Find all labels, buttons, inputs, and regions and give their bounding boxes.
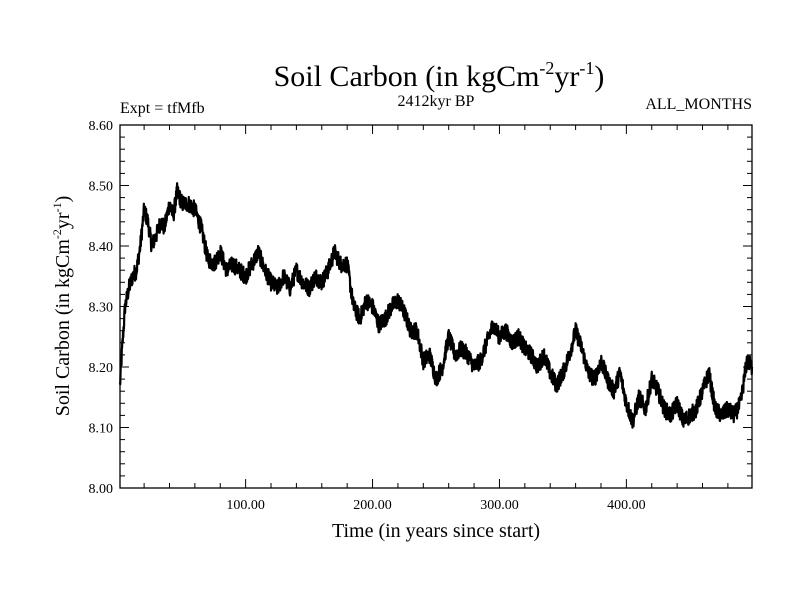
- y-tick-label: 8.50: [89, 180, 114, 195]
- x-tick-label: 300.00: [480, 498, 519, 513]
- y-axis-label-main: Soil Carbon (in kgCm: [52, 239, 74, 417]
- x-tick-marks: [143, 125, 729, 488]
- series-line-soil-carbon: [118, 182, 754, 429]
- y-tick-label: 8.30: [89, 301, 114, 316]
- y-tick-label: 8.40: [89, 240, 114, 255]
- chart-title: Soil Carbon (in kgCm-2yr-1): [274, 58, 605, 93]
- subtitle-left: Expt = tfMfb: [120, 100, 205, 117]
- chart-title-main: Soil Carbon (in kgCm: [274, 60, 540, 93]
- y-axis-label-sup2: -1: [50, 202, 64, 212]
- y-axis-label-end: ): [52, 196, 74, 203]
- y-axis-label-sup1: -2: [50, 229, 64, 239]
- subtitle-right: ALL_MONTHS: [645, 96, 752, 113]
- chart-title-sup2: -1: [579, 58, 594, 78]
- x-tick-labels: 100.00 200.00 300.00 400.00: [226, 498, 645, 513]
- chart-title-sup1: -2: [539, 58, 554, 78]
- x-tick-label: 200.00: [353, 498, 392, 513]
- y-tick-marks: [120, 136, 752, 477]
- subtitle-center: 2412kyr BP: [398, 93, 475, 110]
- x-tick-label: 400.00: [607, 498, 646, 513]
- y-axis-label-mid: yr: [52, 212, 74, 229]
- plot-frame: [119, 124, 753, 489]
- chart-title-mid: yr: [554, 60, 579, 93]
- y-tick-label: 8.20: [89, 361, 114, 376]
- y-tick-label: 8.00: [89, 482, 114, 497]
- y-tick-label: 8.60: [89, 119, 114, 134]
- chart-title-end: ): [594, 60, 604, 93]
- y-tick-label: 8.10: [89, 422, 114, 437]
- x-axis-label: Time (in years since start): [332, 520, 540, 542]
- y-tick-labels: 8.00 8.10 8.20 8.30 8.40 8.50 8.60: [89, 119, 114, 497]
- x-tick-label: 100.00: [226, 498, 265, 513]
- y-axis-label: Soil Carbon (in kgCm-2yr-1): [50, 196, 74, 417]
